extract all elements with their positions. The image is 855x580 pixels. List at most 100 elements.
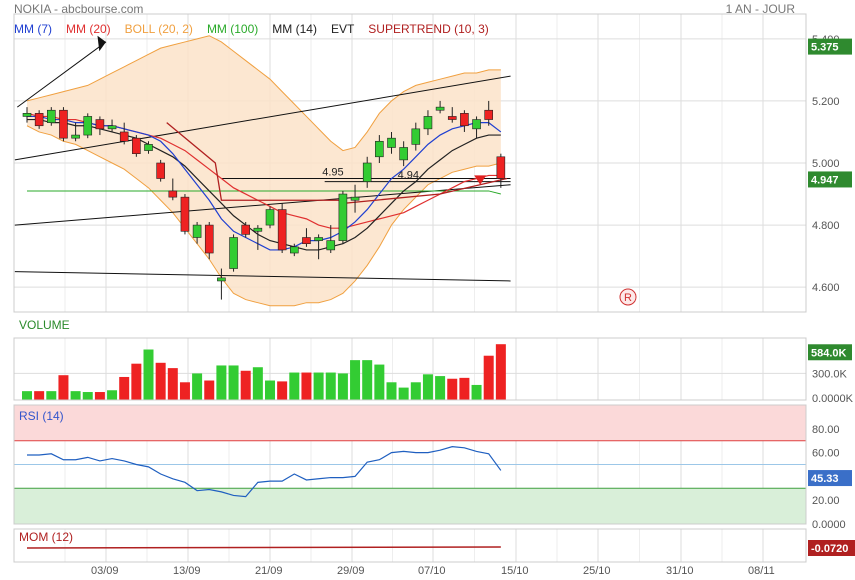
candle-body (144, 144, 153, 151)
rsi-tick-label: 60.00 (812, 448, 840, 460)
panel-frame (13, 404, 807, 525)
volume-bar (265, 380, 275, 400)
candle-body (350, 196, 360, 201)
legend-entry[interactable]: MM (100) (206, 22, 259, 36)
legend-entry[interactable]: MM (20) (66, 22, 111, 36)
volume-bar (398, 387, 409, 400)
candle-body (253, 227, 263, 232)
volume-bar (119, 376, 130, 400)
bollinger-upper-line (26, 35, 501, 152)
volume-bar (22, 391, 32, 400)
panel-frame (13, 337, 807, 401)
volume-bar (277, 381, 288, 400)
x-axis-label: 07/10 (418, 565, 446, 577)
volume-bar (362, 360, 373, 400)
momentum-panel-label: MOM (12) (19, 530, 73, 544)
volume-bar (410, 382, 421, 400)
chart-symbol-title: NOKIA - abcbourse.com (14, 2, 144, 16)
volume-bar (107, 390, 118, 400)
price-tick-label: 4.600 (812, 282, 840, 294)
candle-body (156, 162, 165, 179)
x-axis-label: 13/09 (173, 565, 201, 577)
x-axis-label: 15/10 (501, 565, 529, 577)
candle-body (22, 113, 32, 117)
trend-line (14, 184, 511, 226)
volume-bar (204, 380, 215, 400)
x-axis-label: 31/10 (666, 565, 694, 577)
x-axis-label: 21/09 (255, 565, 283, 577)
volume-bar (46, 391, 57, 400)
volume-bar (155, 362, 166, 400)
arrow-annotation-head (97, 35, 106, 52)
candle-body (132, 137, 141, 154)
candle-body (496, 156, 506, 179)
chart-period-selector[interactable]: 1 AN - JOUR (725, 2, 795, 16)
volume-bar (422, 374, 433, 400)
candle-body (34, 113, 44, 127)
volume-bar (459, 377, 470, 400)
price-tick-label: 5.200 (812, 96, 840, 108)
trend-line (14, 75, 511, 161)
volume-bar (252, 367, 263, 400)
volume-bar (70, 391, 81, 400)
candle-body (326, 240, 336, 251)
rsi-last-tag (808, 470, 852, 487)
volume-bar (337, 373, 348, 400)
candle-body (423, 116, 433, 130)
volume-bar (483, 355, 494, 400)
candle-body (119, 131, 129, 142)
candle-body (217, 277, 226, 282)
volume-bar (192, 373, 203, 400)
volume-bar (143, 349, 154, 400)
candle-body (472, 119, 481, 130)
level-annotation: 4.94 (398, 170, 419, 182)
last-price-tag-text: 4.947 (811, 174, 839, 186)
volume-bar (58, 375, 69, 400)
rsi-tick-label: 80.00 (812, 424, 840, 436)
r-event-badge-label: R (624, 292, 632, 304)
legend-entry[interactable]: EVT (330, 22, 355, 36)
momentum-line (26, 546, 501, 549)
candle-body (241, 224, 250, 235)
legend-entry[interactable]: SUPERTREND (10, 3) (368, 22, 489, 36)
legend-entry[interactable]: BOLL (20, 2) (124, 22, 193, 36)
candle-body (484, 109, 494, 120)
high-price-tag-text: 5.375 (811, 42, 839, 54)
candle-body (289, 246, 299, 254)
volume-bar (350, 360, 361, 400)
candle-body (204, 224, 214, 254)
candle-body (411, 128, 421, 145)
last-price-tag (808, 171, 852, 188)
x-axis-label: 08/11 (748, 565, 775, 577)
mm14-line (27, 118, 501, 251)
volume-bar (82, 392, 93, 400)
indicator-legend: MM (7) MM (20) BOLL (20, 2) MM (100) MM (14)… (14, 22, 503, 36)
panel-frame (13, 528, 807, 563)
price-tick-label: 4.800 (812, 220, 840, 232)
volume-bar (313, 372, 324, 400)
candle-body (180, 196, 190, 232)
volume-bar (301, 372, 312, 400)
candle-body (387, 137, 396, 148)
candle-body (83, 116, 93, 136)
volume-bar (167, 368, 178, 400)
candle-body (338, 193, 348, 241)
volume-bar (289, 372, 300, 400)
momentum-last-tag-text: -0.0720 (811, 543, 848, 555)
legend-entry[interactable]: MM (7) (14, 22, 52, 36)
volume-bar (435, 376, 446, 400)
volume-bar (131, 363, 142, 400)
momentum-last-tag (808, 540, 855, 556)
candle-body (447, 116, 457, 120)
rsi-oversold-zone (14, 488, 806, 524)
arrow-annotation-line (16, 41, 107, 108)
rsi-panel-label: RSI (14) (19, 409, 64, 423)
volume-bar (325, 372, 336, 400)
volume-bar (216, 365, 227, 400)
candle-body (435, 106, 445, 111)
legend-entry[interactable]: MM (14) (272, 22, 317, 36)
volume-panel-label: VOLUME (19, 318, 70, 332)
candle-body (95, 119, 105, 130)
x-axis-label: 03/09 (91, 565, 119, 577)
